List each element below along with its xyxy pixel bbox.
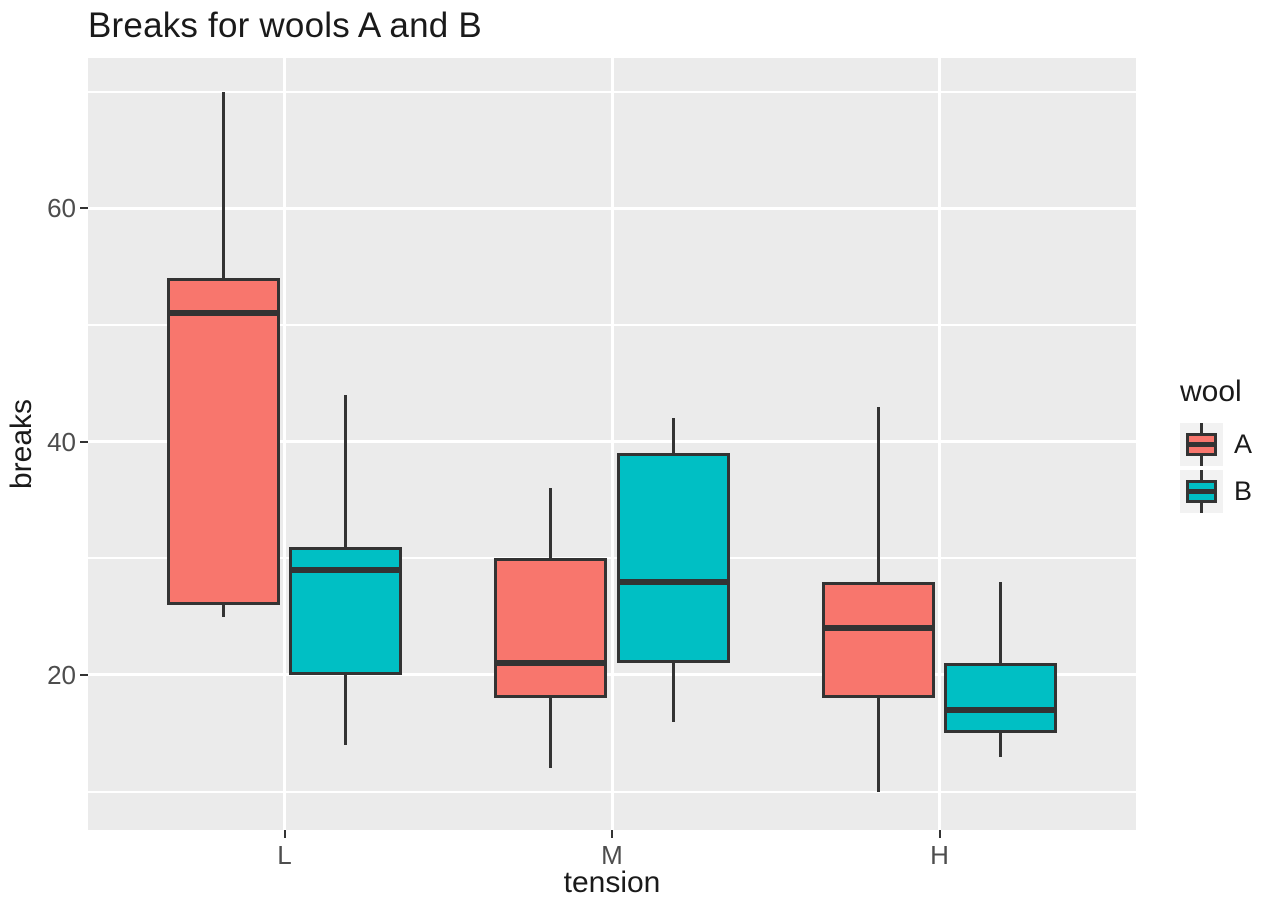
box-B-M — [616, 453, 730, 664]
x-tick-label-L: L — [277, 840, 292, 870]
legend-title: wool — [1180, 375, 1242, 408]
box-B-L — [289, 546, 403, 675]
plot-panel — [88, 58, 1136, 830]
gridline-major-vertical — [610, 58, 614, 830]
x-tick-mark-H — [938, 830, 941, 838]
y-tick-label-20: 20 — [47, 659, 76, 690]
legend-key-B — [1180, 470, 1223, 513]
gridline-major-vertical — [938, 58, 941, 830]
legend-key-median-icon — [1186, 489, 1217, 494]
y-tick-label-40: 40 — [47, 426, 76, 457]
y-tick-mark-20 — [80, 673, 88, 676]
legend-label-B: B — [1234, 476, 1253, 506]
median-A-M — [497, 660, 605, 667]
median-A-L — [169, 310, 277, 317]
median-B-H — [947, 706, 1055, 713]
y-tick-mark-60 — [80, 207, 88, 210]
y-tick-mark-40 — [80, 440, 88, 443]
y-tick-label-60: 60 — [47, 193, 76, 224]
box-B-H — [944, 663, 1058, 734]
legend-label-A: A — [1234, 429, 1253, 459]
box-A-H — [821, 581, 935, 699]
x-tick-mark-L — [283, 830, 286, 838]
median-B-M — [619, 578, 727, 585]
x-tick-mark-M — [611, 830, 613, 838]
box-A-L — [166, 278, 280, 605]
legend-entry-B: B — [1180, 470, 1252, 513]
legend-key-median-icon — [1186, 442, 1217, 447]
median-A-H — [824, 625, 932, 632]
gridline-major-vertical — [283, 58, 286, 830]
median-B-L — [292, 566, 400, 573]
legend-entry-A: A — [1180, 423, 1252, 466]
x-axis-title: tension — [563, 866, 661, 899]
x-tick-label-H: H — [930, 840, 949, 870]
legend-key-A — [1180, 423, 1223, 466]
x-tick-label-M: M — [601, 840, 623, 870]
box-A-M — [494, 558, 608, 699]
plot-title: Breaks for wools A and B — [88, 6, 482, 45]
